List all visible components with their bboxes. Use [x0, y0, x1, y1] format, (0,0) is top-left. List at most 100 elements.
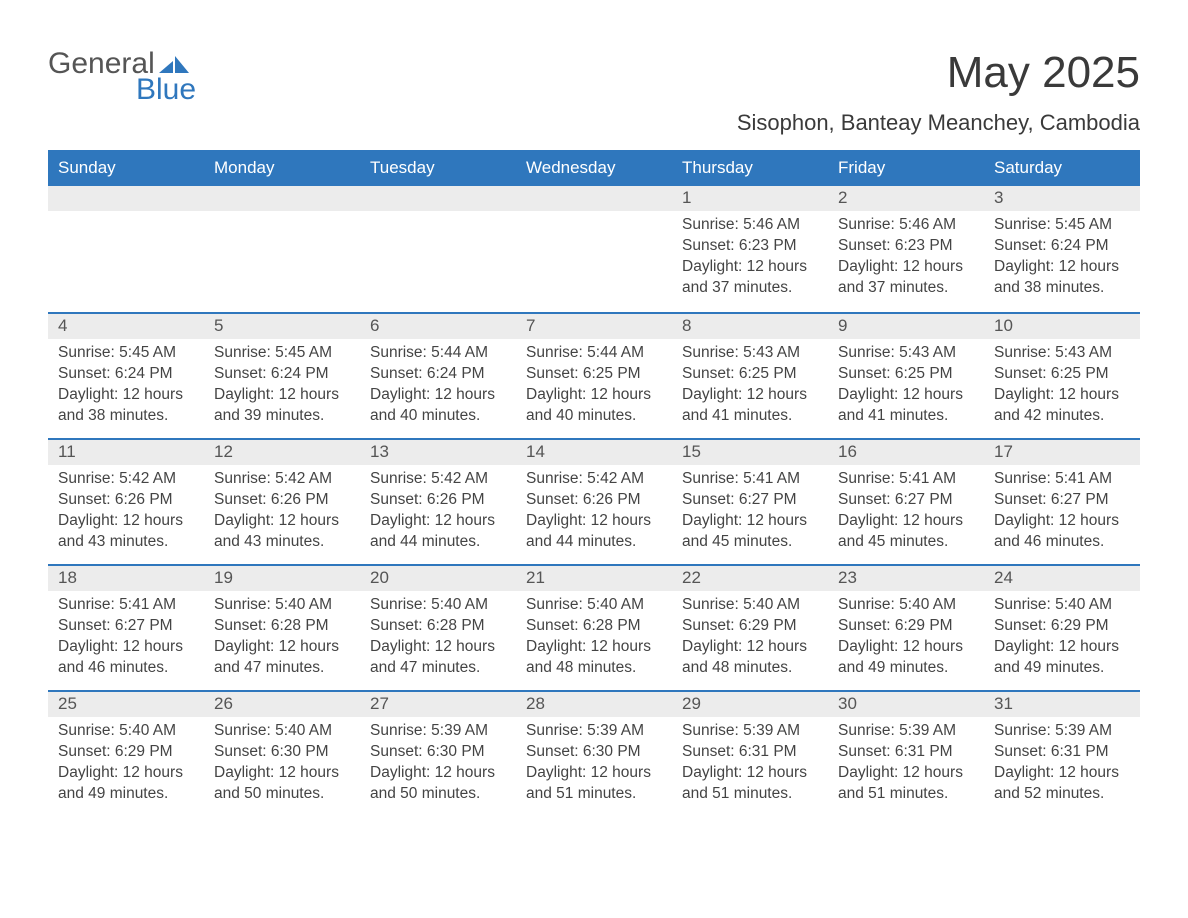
- sunrise-value: 5:42 AM: [587, 470, 644, 487]
- day-cell: 10Sunrise: 5:43 AMSunset: 6:25 PMDayligh…: [984, 314, 1140, 438]
- sunset-value: 6:23 PM: [739, 237, 797, 254]
- daylight-line: Daylight: 12 hours and 37 minutes.: [682, 257, 818, 299]
- sunrise-line: Sunrise: 5:40 AM: [838, 595, 974, 616]
- weekday-header-cell: Friday: [828, 152, 984, 186]
- sunset-value: 6:24 PM: [271, 365, 329, 382]
- daylight-label: Daylight:: [682, 258, 747, 275]
- sunrise-label: Sunrise:: [838, 596, 899, 613]
- day-body: Sunrise: 5:40 AMSunset: 6:30 PMDaylight:…: [204, 717, 360, 811]
- sunset-line: Sunset: 6:25 PM: [994, 364, 1130, 385]
- sunset-value: 6:27 PM: [739, 491, 797, 508]
- day-number: [48, 186, 204, 211]
- title-block: May 2025 Sisophon, Banteay Meanchey, Cam…: [737, 48, 1140, 150]
- daylight-label: Daylight:: [682, 512, 747, 529]
- day-cell: [360, 186, 516, 312]
- day-number: 25: [48, 692, 204, 717]
- sunrise-line: Sunrise: 5:41 AM: [838, 469, 974, 490]
- sunrise-label: Sunrise:: [838, 344, 899, 361]
- day-number: [516, 186, 672, 211]
- weekday-header-cell: Sunday: [48, 152, 204, 186]
- sunrise-value: 5:40 AM: [119, 722, 176, 739]
- day-number: 26: [204, 692, 360, 717]
- sunset-line: Sunset: 6:23 PM: [682, 236, 818, 257]
- day-body: Sunrise: 5:44 AMSunset: 6:25 PMDaylight:…: [516, 339, 672, 433]
- day-body: Sunrise: 5:40 AMSunset: 6:29 PMDaylight:…: [984, 591, 1140, 685]
- sunrise-label: Sunrise:: [370, 722, 431, 739]
- sunrise-value: 5:45 AM: [119, 344, 176, 361]
- day-body: Sunrise: 5:39 AMSunset: 6:30 PMDaylight:…: [360, 717, 516, 811]
- day-number: 31: [984, 692, 1140, 717]
- sunset-line: Sunset: 6:29 PM: [838, 616, 974, 637]
- daylight-line: Daylight: 12 hours and 39 minutes.: [214, 385, 350, 427]
- sunset-label: Sunset:: [838, 491, 895, 508]
- day-cell: 12Sunrise: 5:42 AMSunset: 6:26 PMDayligh…: [204, 440, 360, 564]
- sunset-label: Sunset:: [682, 617, 739, 634]
- daylight-line: Daylight: 12 hours and 50 minutes.: [370, 763, 506, 805]
- sunrise-value: 5:43 AM: [1055, 344, 1112, 361]
- daylight-line: Daylight: 12 hours and 41 minutes.: [682, 385, 818, 427]
- sunrise-label: Sunrise:: [58, 596, 119, 613]
- sunset-line: Sunset: 6:27 PM: [994, 490, 1130, 511]
- day-cell: 20Sunrise: 5:40 AMSunset: 6:28 PMDayligh…: [360, 566, 516, 690]
- daylight-line: Daylight: 12 hours and 40 minutes.: [526, 385, 662, 427]
- sunrise-label: Sunrise:: [994, 470, 1055, 487]
- daylight-line: Daylight: 12 hours and 41 minutes.: [838, 385, 974, 427]
- daylight-line: Daylight: 12 hours and 50 minutes.: [214, 763, 350, 805]
- sunset-line: Sunset: 6:28 PM: [526, 616, 662, 637]
- sunset-value: 6:23 PM: [895, 237, 953, 254]
- sunrise-value: 5:40 AM: [587, 596, 644, 613]
- sunset-line: Sunset: 6:28 PM: [370, 616, 506, 637]
- day-cell: 17Sunrise: 5:41 AMSunset: 6:27 PMDayligh…: [984, 440, 1140, 564]
- sunrise-line: Sunrise: 5:45 AM: [214, 343, 350, 364]
- day-cell: 4Sunrise: 5:45 AMSunset: 6:24 PMDaylight…: [48, 314, 204, 438]
- sunset-line: Sunset: 6:28 PM: [214, 616, 350, 637]
- week-row: 18Sunrise: 5:41 AMSunset: 6:27 PMDayligh…: [48, 564, 1140, 690]
- daylight-line: Daylight: 12 hours and 42 minutes.: [994, 385, 1130, 427]
- day-body: Sunrise: 5:46 AMSunset: 6:23 PMDaylight:…: [672, 211, 828, 305]
- sunset-line: Sunset: 6:26 PM: [214, 490, 350, 511]
- sunrise-line: Sunrise: 5:42 AM: [370, 469, 506, 490]
- day-cell: 11Sunrise: 5:42 AMSunset: 6:26 PMDayligh…: [48, 440, 204, 564]
- sunset-line: Sunset: 6:27 PM: [838, 490, 974, 511]
- day-body: Sunrise: 5:41 AMSunset: 6:27 PMDaylight:…: [48, 591, 204, 685]
- sunset-label: Sunset:: [838, 743, 895, 760]
- day-number: 4: [48, 314, 204, 339]
- weekday-header-cell: Tuesday: [360, 152, 516, 186]
- sunset-value: 6:26 PM: [271, 491, 329, 508]
- daylight-label: Daylight:: [994, 638, 1059, 655]
- day-body: Sunrise: 5:40 AMSunset: 6:28 PMDaylight:…: [204, 591, 360, 685]
- sunrise-value: 5:40 AM: [899, 596, 956, 613]
- sunset-label: Sunset:: [58, 617, 115, 634]
- day-number: 14: [516, 440, 672, 465]
- sunrise-value: 5:40 AM: [431, 596, 488, 613]
- sunrise-value: 5:41 AM: [899, 470, 956, 487]
- day-body: Sunrise: 5:44 AMSunset: 6:24 PMDaylight:…: [360, 339, 516, 433]
- day-cell: 23Sunrise: 5:40 AMSunset: 6:29 PMDayligh…: [828, 566, 984, 690]
- daylight-line: Daylight: 12 hours and 49 minutes.: [994, 637, 1130, 679]
- sunrise-label: Sunrise:: [682, 470, 743, 487]
- day-number: 23: [828, 566, 984, 591]
- daylight-line: Daylight: 12 hours and 49 minutes.: [58, 763, 194, 805]
- day-number: 9: [828, 314, 984, 339]
- day-body: Sunrise: 5:40 AMSunset: 6:28 PMDaylight:…: [360, 591, 516, 685]
- sunrise-line: Sunrise: 5:46 AM: [838, 215, 974, 236]
- day-number: [360, 186, 516, 211]
- day-body: Sunrise: 5:42 AMSunset: 6:26 PMDaylight:…: [516, 465, 672, 559]
- daylight-label: Daylight:: [526, 386, 591, 403]
- day-number: 21: [516, 566, 672, 591]
- daylight-line: Daylight: 12 hours and 46 minutes.: [58, 637, 194, 679]
- day-body: Sunrise: 5:41 AMSunset: 6:27 PMDaylight:…: [672, 465, 828, 559]
- sunset-label: Sunset:: [370, 491, 427, 508]
- sunset-value: 6:26 PM: [115, 491, 173, 508]
- day-cell: 21Sunrise: 5:40 AMSunset: 6:28 PMDayligh…: [516, 566, 672, 690]
- daylight-label: Daylight:: [838, 258, 903, 275]
- sunset-label: Sunset:: [682, 743, 739, 760]
- sunset-line: Sunset: 6:30 PM: [526, 742, 662, 763]
- daylight-label: Daylight:: [370, 512, 435, 529]
- sunrise-value: 5:39 AM: [1055, 722, 1112, 739]
- day-body: Sunrise: 5:39 AMSunset: 6:31 PMDaylight:…: [828, 717, 984, 811]
- sunset-value: 6:24 PM: [115, 365, 173, 382]
- day-cell: 31Sunrise: 5:39 AMSunset: 6:31 PMDayligh…: [984, 692, 1140, 816]
- daylight-label: Daylight:: [58, 638, 123, 655]
- day-body: Sunrise: 5:43 AMSunset: 6:25 PMDaylight:…: [672, 339, 828, 433]
